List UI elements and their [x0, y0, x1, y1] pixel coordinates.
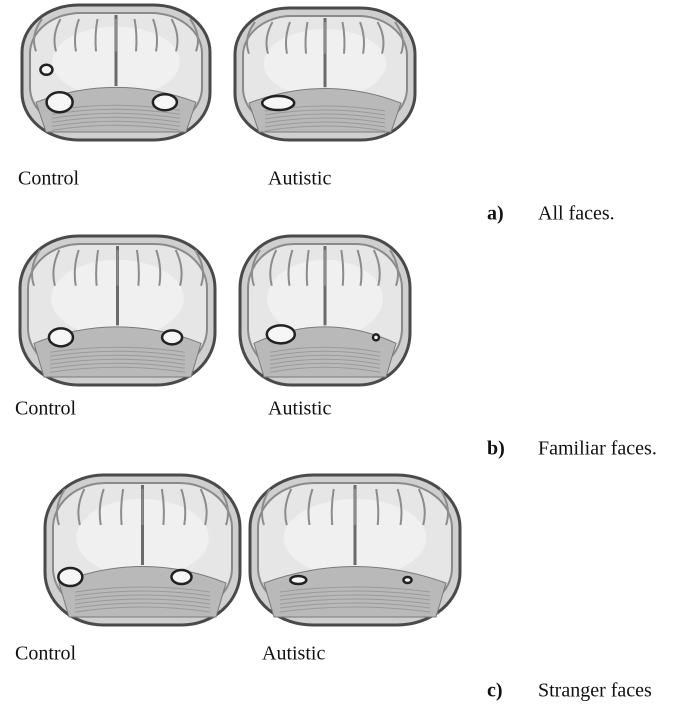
- activation-region: [373, 334, 379, 340]
- panel-caption: Familiar faces.: [538, 438, 657, 460]
- panel-letter: a): [487, 203, 504, 225]
- right-label: Autistic: [268, 168, 331, 190]
- brain-image: [240, 236, 410, 385]
- activation-region: [49, 328, 73, 346]
- left-label: Control: [15, 643, 77, 665]
- panel-letter: b): [487, 438, 505, 460]
- brain-image: [45, 475, 240, 625]
- panel-caption: All faces.: [538, 203, 615, 225]
- brain-image: [250, 475, 460, 625]
- brain-image: [22, 5, 210, 140]
- right-label: Autistic: [262, 643, 325, 665]
- activation-region: [267, 325, 295, 343]
- activation-region: [40, 65, 52, 75]
- panel-caption: Stranger faces: [538, 680, 652, 702]
- figure: Control Autistic a) All faces. Control Autist…: [0, 0, 700, 706]
- activation-region: [404, 577, 412, 583]
- panel-letter: c): [487, 680, 503, 702]
- activation-region: [262, 96, 294, 110]
- activation-region: [172, 570, 192, 584]
- left-label: Control: [15, 398, 77, 420]
- activation-region: [153, 94, 177, 110]
- activation-region: [47, 92, 73, 112]
- activation-region: [162, 330, 182, 344]
- left-label: Control: [18, 168, 80, 190]
- activation-region: [290, 576, 306, 584]
- cerebellum: [264, 567, 446, 618]
- activation-region: [58, 568, 82, 586]
- right-label: Autistic: [268, 398, 331, 420]
- brain-image: [235, 8, 415, 140]
- brain-image: [20, 236, 215, 385]
- cerebellum: [59, 567, 226, 618]
